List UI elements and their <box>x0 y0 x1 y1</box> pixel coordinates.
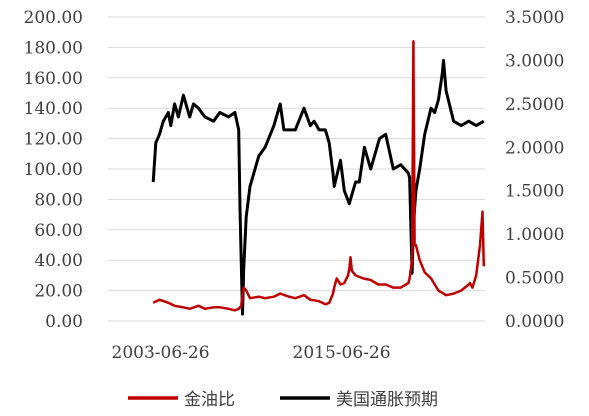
left-tick-label: 100.00 <box>24 160 83 180</box>
left-tick-label: 20.00 <box>34 282 83 302</box>
right-tick-label: 0.5000 <box>505 269 564 289</box>
left-axis-ticks: 0.00 20.00 40.00 60.00 80.00 100.00 120.00 140.… <box>24 8 83 332</box>
legend: 金油比 美国通胀预期 <box>128 390 438 410</box>
left-tick-label: 120.00 <box>24 130 83 150</box>
right-axis-ticks: 0.0000 0.5000 1.0000 1.5000 2.0000 2.5000 3.00… <box>505 8 564 332</box>
left-tick-label: 60.00 <box>34 221 83 241</box>
series-line <box>152 40 486 312</box>
left-tick-label: 80.00 <box>34 190 83 210</box>
x-tick-label: 2003-06-26 <box>112 343 210 363</box>
left-tick-label: 180.00 <box>24 38 83 58</box>
x-tick-label: 2015-06-26 <box>293 343 391 363</box>
x-axis-ticks: 2003-06-26 2015-06-26 <box>112 343 391 363</box>
right-tick-label: 2.0000 <box>505 138 564 158</box>
right-tick-label: 1.5000 <box>505 182 564 202</box>
left-tick-label: 40.00 <box>34 251 83 271</box>
gridlines <box>108 16 485 292</box>
legend-label: 美国通胀预期 <box>336 390 438 410</box>
right-tick-label: 2.5000 <box>505 95 564 115</box>
series-line <box>151 58 485 316</box>
series-layer <box>151 40 486 316</box>
right-tick-label: 3.0000 <box>505 51 564 71</box>
left-tick-label: 0.00 <box>45 312 83 332</box>
right-tick-label: 3.5000 <box>505 8 564 28</box>
left-tick-label: 140.00 <box>24 99 83 119</box>
right-tick-label: 1.0000 <box>505 225 564 245</box>
legend-label: 金油比 <box>184 390 235 410</box>
left-tick-label: 160.00 <box>24 69 83 89</box>
right-tick-label: 0.0000 <box>505 312 564 332</box>
left-tick-label: 200.00 <box>24 8 83 28</box>
